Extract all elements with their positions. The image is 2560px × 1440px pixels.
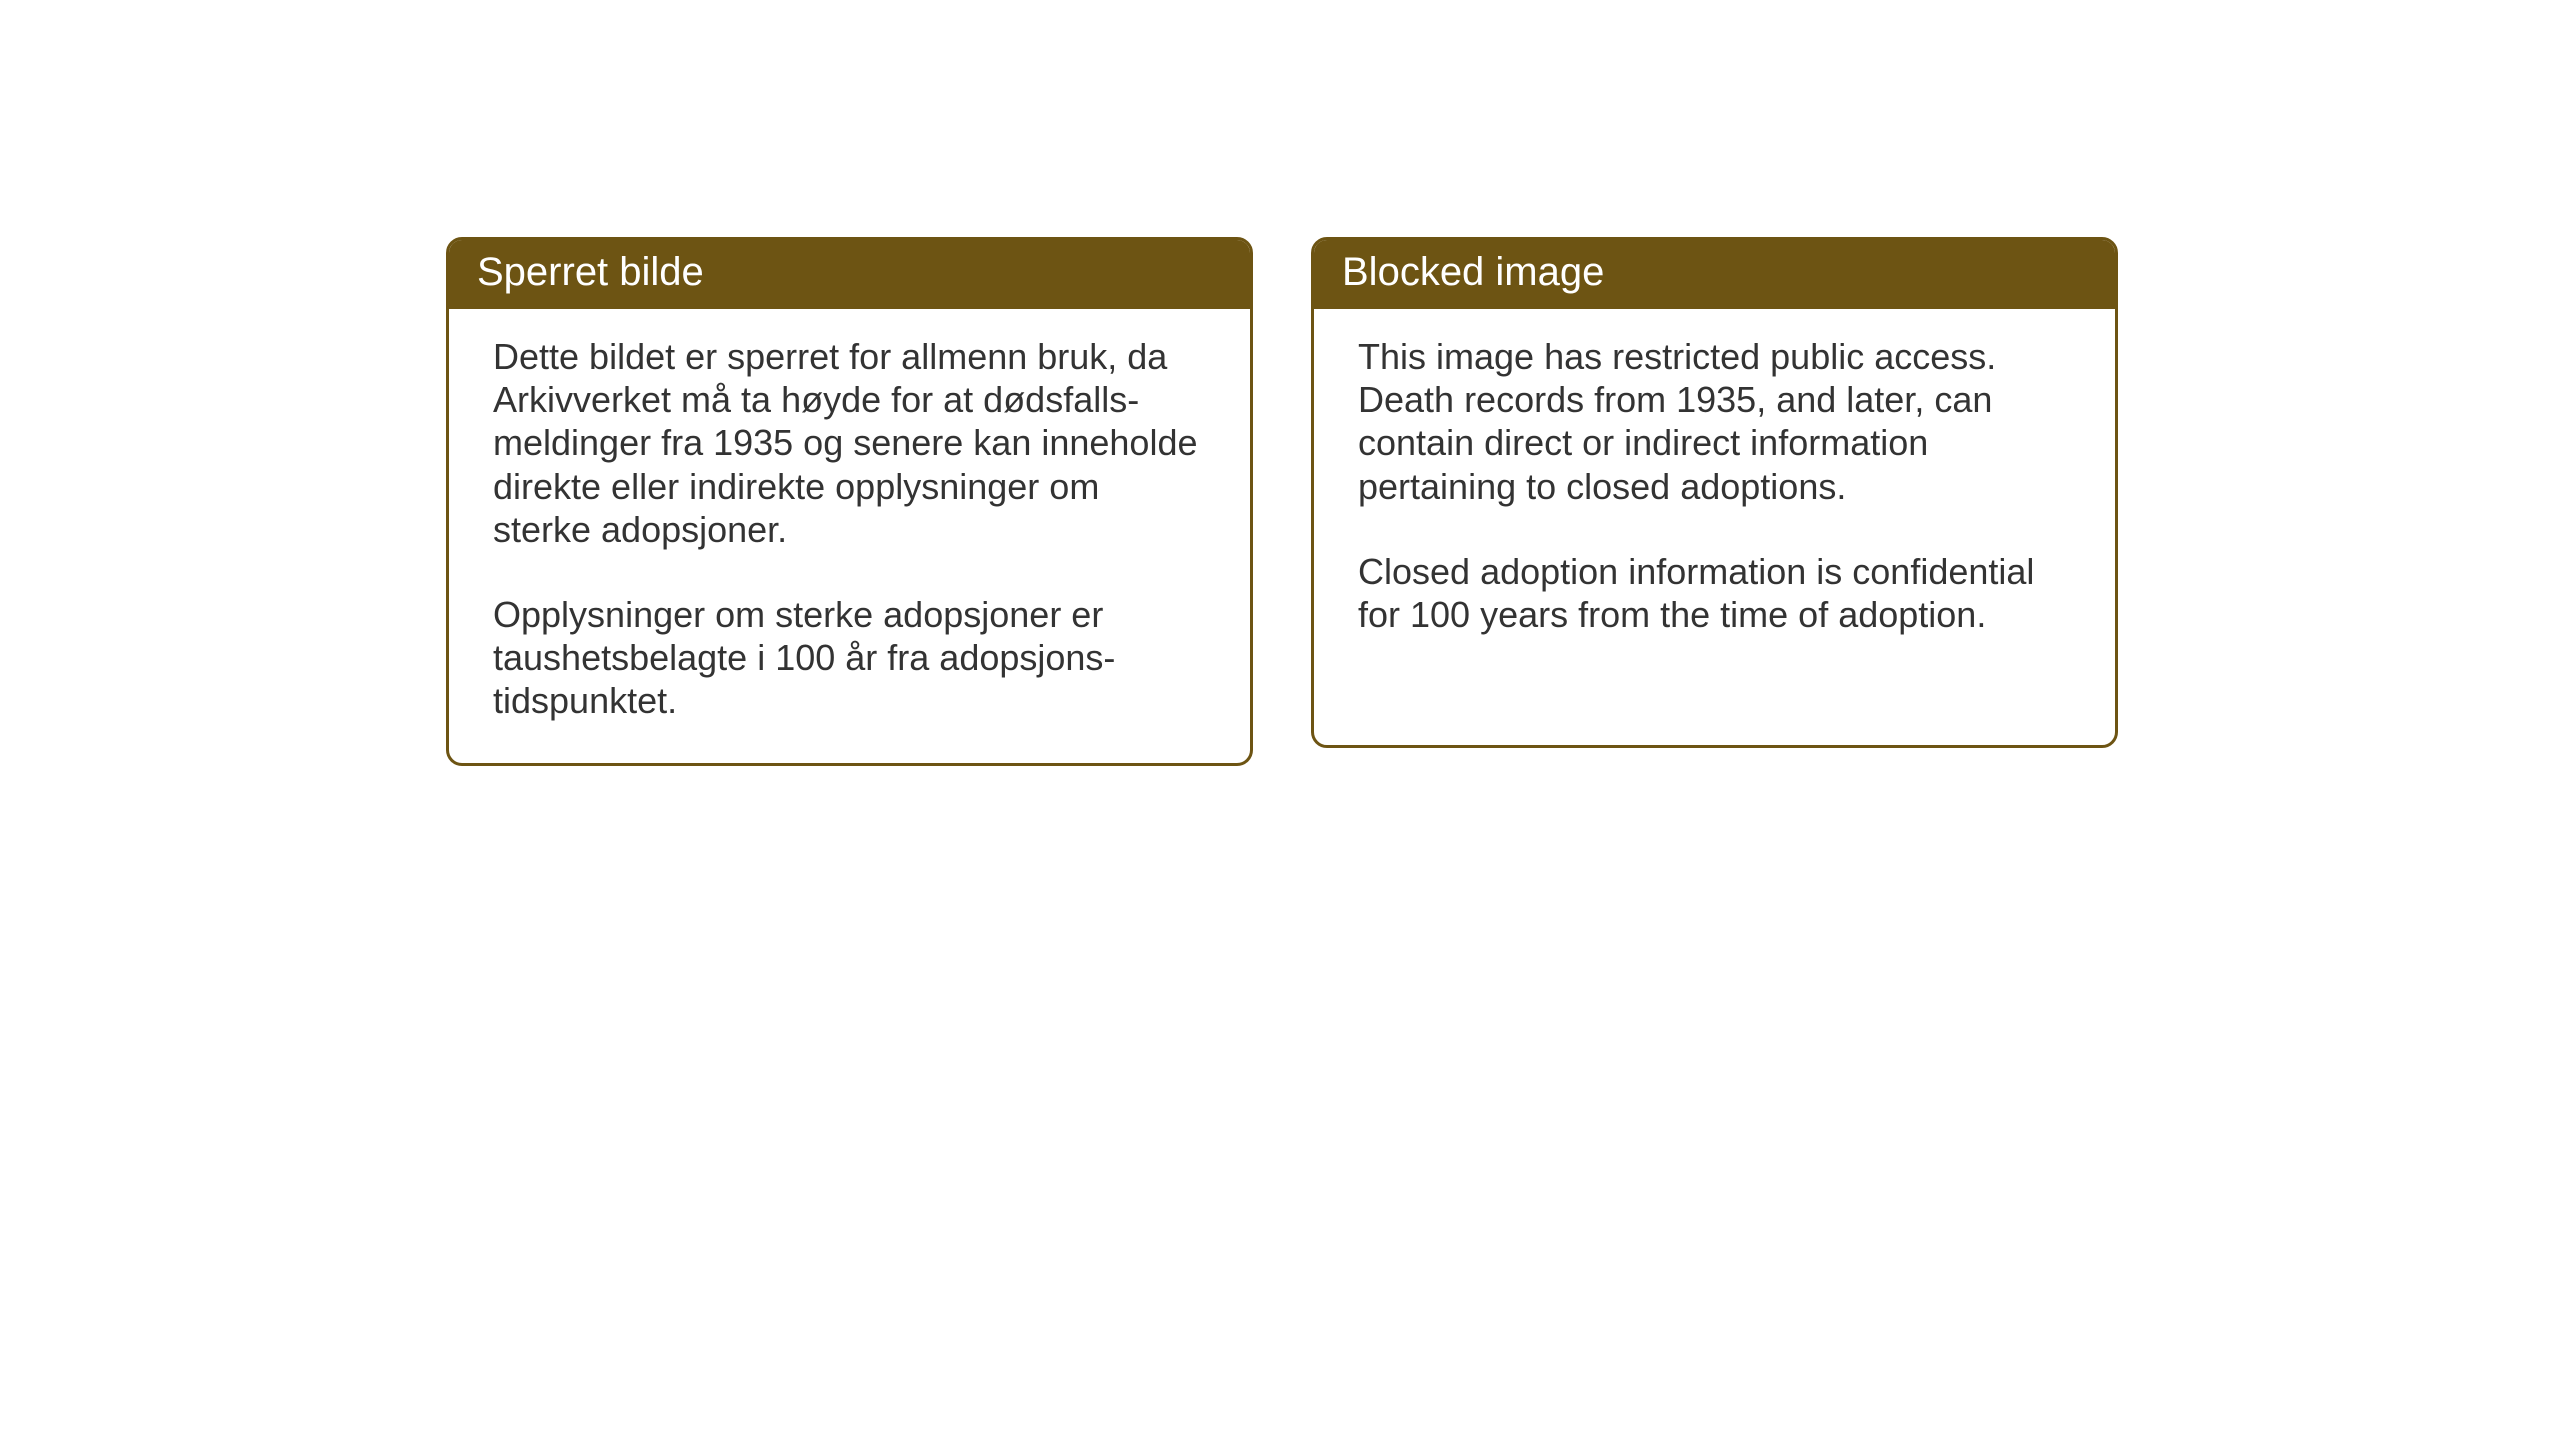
english-card: Blocked image This image has restricted …: [1311, 237, 2118, 748]
english-card-title: Blocked image: [1314, 240, 2115, 309]
message-cards-container: Sperret bilde Dette bildet er sperret fo…: [446, 237, 2118, 766]
norwegian-paragraph-1: Dette bildet er sperret for allmenn bruk…: [493, 335, 1206, 551]
english-card-body: This image has restricted public access.…: [1314, 309, 2115, 676]
english-paragraph-2: Closed adoption information is confident…: [1358, 550, 2071, 636]
norwegian-card: Sperret bilde Dette bildet er sperret fo…: [446, 237, 1253, 766]
english-paragraph-1: This image has restricted public access.…: [1358, 335, 2071, 508]
norwegian-paragraph-2: Opplysninger om sterke adopsjoner er tau…: [493, 593, 1206, 723]
norwegian-card-title: Sperret bilde: [449, 240, 1250, 309]
norwegian-card-body: Dette bildet er sperret for allmenn bruk…: [449, 309, 1250, 763]
